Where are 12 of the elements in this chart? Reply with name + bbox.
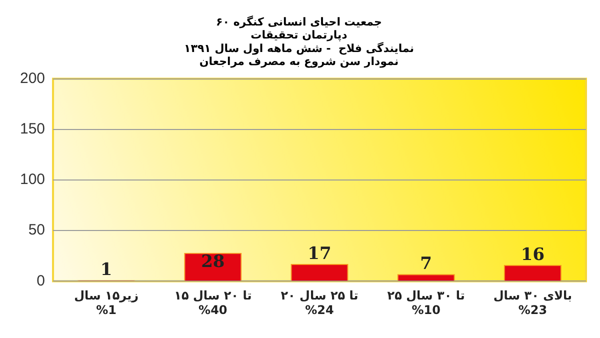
data-label: 1 [100, 260, 112, 280]
y-tick-label: 100 [20, 171, 46, 188]
data-label: 28 [201, 252, 225, 272]
chart-subtitle: دپارتمان تحقیقات نمایندگی فلاح - شش ماهه اول سال ۱۳۹۱ نمودار سن شروع به مصرف مراجعان [184, 28, 414, 68]
y-tick-label: 50 [28, 222, 46, 239]
chart-title: جمعیت احیای انسانی کنگره ۶۰ [216, 15, 382, 28]
data-label: 16 [520, 244, 545, 265]
data-label: 7 [420, 254, 432, 274]
y-tick-label: 150 [20, 120, 46, 138]
y-tick-label: 200 [20, 70, 46, 87]
y-tick-label: 0 [36, 272, 46, 290]
data-label: 17 [308, 244, 332, 264]
